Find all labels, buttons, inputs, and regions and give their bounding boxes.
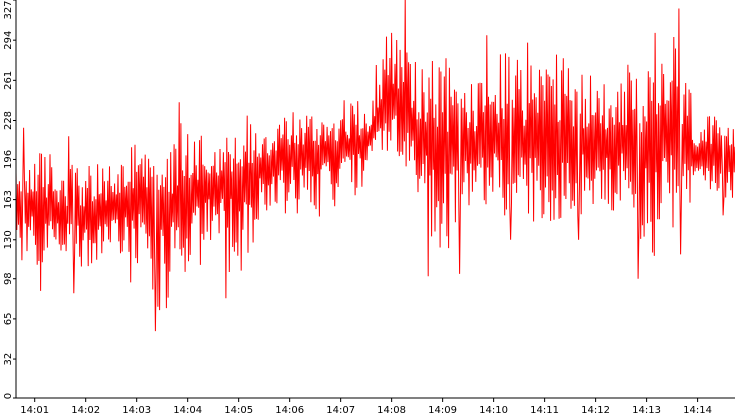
x-tick-label: 14:06: [275, 405, 304, 415]
y-tick-label: 261: [3, 71, 14, 90]
x-tick-label: 14:11: [530, 405, 559, 415]
x-tick-label: 14:13: [632, 405, 661, 415]
x-tick-label: 14:08: [377, 405, 406, 415]
x-axis-ticks: 14:01 14:02 14:03 14:04 14:05 14:06 14:07 14:08…: [20, 398, 712, 415]
x-tick-label: 14:01: [20, 405, 49, 415]
x-tick-label: 14:02: [71, 405, 100, 415]
series-layer: [15, 0, 735, 332]
x-tick-label: 14:12: [581, 405, 610, 415]
y-tick-label: 98: [3, 272, 14, 285]
x-tick-label: 14:10: [479, 405, 508, 415]
y-tick-label: 228: [3, 111, 14, 130]
x-tick-label: 14:14: [683, 405, 712, 415]
x-tick-label: 14:03: [122, 405, 151, 415]
x-tick-label: 14:05: [224, 405, 253, 415]
series-line: [15, 0, 735, 332]
y-tick-label: 196: [3, 150, 14, 169]
y-tick-label: 0: [3, 393, 14, 399]
x-tick-label: 14:07: [326, 405, 355, 415]
y-tick-label: 327: [3, 0, 14, 19]
y-tick-label: 65: [3, 313, 14, 326]
x-tick-label: 14:04: [173, 405, 202, 415]
x-tick-label: 14:09: [428, 405, 457, 415]
y-tick-label: 294: [3, 31, 14, 50]
y-tick-label: 163: [3, 190, 14, 209]
y-axis-ticks: 0 32 65 98 130 163 196 228 261 294 327: [3, 0, 16, 399]
y-tick-label: 130: [3, 230, 14, 249]
y-tick-label: 32: [3, 353, 14, 366]
axes-layer: [15, 0, 735, 399]
